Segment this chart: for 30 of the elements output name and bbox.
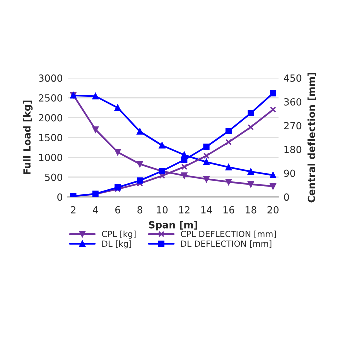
x-axis-title: Span [m]: [149, 221, 198, 231]
y2-tick-label: 360: [284, 98, 302, 106]
legend-label: DL DEFLECTION [mm]: [181, 240, 272, 248]
y2-tick-label: 0: [284, 194, 290, 202]
x-tick-label: 12: [179, 206, 190, 214]
y2-tick-label: 450: [284, 74, 302, 82]
x-tick-label: 6: [116, 206, 120, 214]
y-tick-label: 2500: [39, 94, 62, 102]
x-tick-label: 4: [93, 206, 98, 214]
y-tick-label: 2000: [39, 114, 62, 122]
legend-label: DL [kg]: [102, 240, 132, 249]
y-tick-label: 3000: [39, 74, 62, 82]
x-tick-label: 8: [138, 206, 143, 214]
x-tick-label: 2: [71, 206, 76, 214]
x-tick-label: 10: [157, 206, 168, 214]
y-axis-title: Full Load [kg]: [23, 100, 33, 174]
y2-tick-label: 90: [284, 170, 296, 178]
y2-tick-label: 180: [284, 146, 302, 154]
y-tick-label: 500: [45, 174, 62, 182]
x-tick-label: 20: [268, 206, 279, 214]
legend-label: CPL DEFLECTION [mm]: [181, 230, 276, 238]
x-tick-label: 16: [224, 206, 234, 214]
y-tick-label: 0: [58, 194, 62, 202]
y-tick-label: 1000: [39, 154, 62, 162]
y2-axis-title: Central deflection [mm]: [308, 73, 316, 203]
y2-tick-label: 270: [284, 122, 302, 130]
x-tick-label: 18: [246, 206, 257, 214]
y-tick-label: 1500: [39, 134, 62, 142]
legend-label: CPL [kg]: [102, 230, 136, 239]
x-tick-label: 14: [202, 206, 212, 214]
